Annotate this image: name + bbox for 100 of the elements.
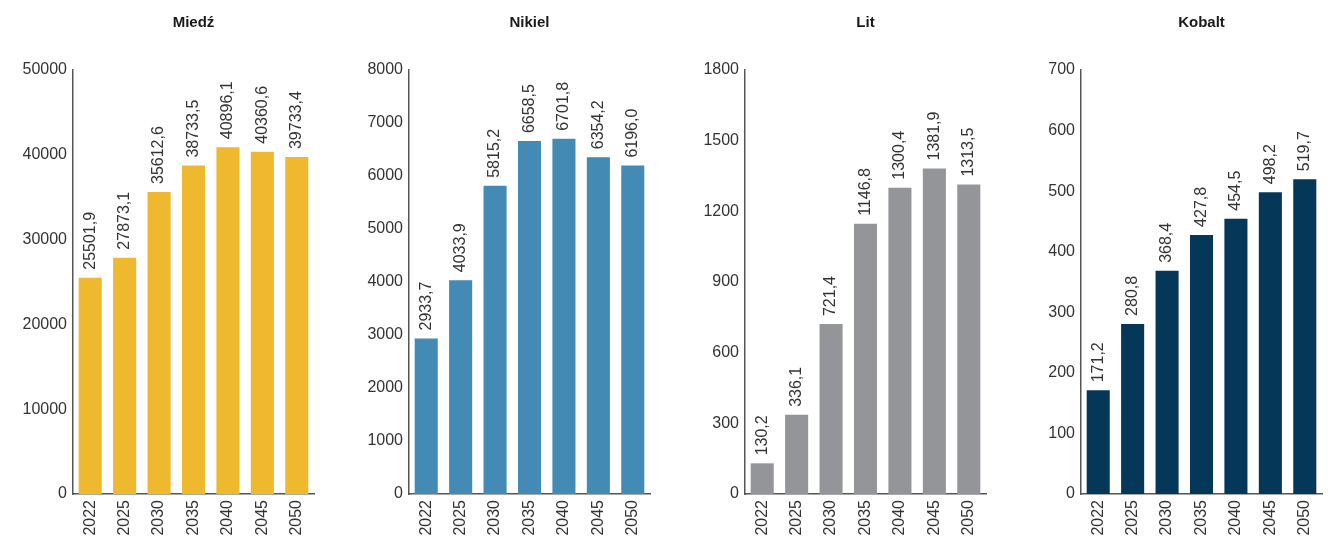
data-label: 6354,2 xyxy=(588,100,606,150)
data-label: 1313,5 xyxy=(959,127,977,177)
bar xyxy=(216,147,240,494)
bar xyxy=(483,185,507,494)
x-tick-label: 2022 xyxy=(80,499,98,536)
bar xyxy=(1086,390,1110,494)
y-tick-label: 8000 xyxy=(367,60,404,78)
data-label: 498,2 xyxy=(1260,144,1278,185)
x-tick-label: 2030 xyxy=(149,499,167,536)
y-tick-label: 5000 xyxy=(367,219,404,237)
x-tick-label: 2030 xyxy=(485,499,503,536)
x-tick-label: 2050 xyxy=(1295,499,1313,536)
bar xyxy=(586,157,610,494)
y-tick-label: 7000 xyxy=(367,113,404,131)
y-tick-label: 0 xyxy=(394,484,404,502)
bar xyxy=(853,223,878,494)
y-tick-label: 900 xyxy=(712,272,740,290)
x-tick-label: 2025 xyxy=(787,499,805,536)
y-tick-label: 1500 xyxy=(703,131,740,149)
bar xyxy=(1293,179,1317,494)
bar xyxy=(888,187,912,494)
x-tick-label: 2045 xyxy=(924,499,942,536)
chart-title: Kobalt xyxy=(1178,13,1225,31)
y-tick-label: 1200 xyxy=(703,201,740,219)
y-tick-label: 400 xyxy=(1048,242,1076,260)
y-tick-label: 10000 xyxy=(22,399,68,417)
bar xyxy=(957,184,981,494)
data-label: 6658,5 xyxy=(519,84,537,134)
x-tick-label: 2050 xyxy=(623,499,641,536)
bar xyxy=(1224,218,1248,494)
data-label: 2933,7 xyxy=(416,281,434,331)
y-tick-label: 300 xyxy=(1048,302,1076,320)
bar xyxy=(785,414,809,494)
y-tick-label: 40000 xyxy=(22,145,68,163)
x-tick-label: 2025 xyxy=(115,499,133,536)
x-tick-label: 2040 xyxy=(554,499,572,536)
data-label: 1300,4 xyxy=(890,130,908,180)
bar xyxy=(449,280,473,494)
data-label: 35612,6 xyxy=(149,126,167,185)
y-tick-label: 300 xyxy=(712,413,740,431)
y-tick-label: 0 xyxy=(1066,484,1076,502)
x-tick-label: 2025 xyxy=(451,499,469,536)
y-tick-label: 30000 xyxy=(22,230,68,248)
y-tick-label: 50000 xyxy=(22,60,68,78)
bar xyxy=(750,463,774,494)
x-tick-label: 2040 xyxy=(1226,499,1244,536)
x-tick-label: 2050 xyxy=(287,499,305,536)
data-label: 5815,2 xyxy=(485,128,503,178)
y-tick-label: 200 xyxy=(1048,363,1076,381)
bar xyxy=(147,192,171,494)
bar xyxy=(552,138,576,494)
y-tick-label: 3000 xyxy=(367,325,404,343)
chart-title: Miedź xyxy=(172,13,215,31)
data-label: 6701,8 xyxy=(554,81,572,131)
y-tick-label: 600 xyxy=(1048,120,1076,138)
y-tick-label: 2000 xyxy=(367,378,404,396)
x-tick-label: 2022 xyxy=(416,499,434,536)
y-tick-label: 600 xyxy=(712,343,740,361)
data-label: 130,2 xyxy=(752,415,770,456)
x-tick-label: 2035 xyxy=(855,499,873,536)
y-tick-label: 20000 xyxy=(22,314,68,332)
data-label: 519,7 xyxy=(1295,131,1313,172)
bar xyxy=(1189,234,1214,494)
data-label: 39733,4 xyxy=(287,91,305,150)
y-tick-label: 100 xyxy=(1048,423,1076,441)
data-label: 40896,1 xyxy=(218,81,236,140)
x-tick-label: 2035 xyxy=(1191,499,1209,536)
bar xyxy=(517,141,542,494)
x-tick-label: 2045 xyxy=(1260,499,1278,536)
x-tick-label: 2025 xyxy=(1123,499,1141,536)
bar xyxy=(1155,270,1179,494)
y-tick-label: 1800 xyxy=(703,60,740,78)
y-tick-label: 0 xyxy=(58,484,68,502)
x-tick-label: 2045 xyxy=(588,499,606,536)
data-label: 368,4 xyxy=(1157,222,1175,263)
data-label: 721,4 xyxy=(821,275,839,317)
data-label: 25501,9 xyxy=(80,211,98,270)
y-tick-label: 700 xyxy=(1048,60,1076,78)
data-label: 4033,9 xyxy=(451,223,469,273)
bar xyxy=(250,151,274,494)
x-tick-label: 2040 xyxy=(218,499,236,536)
x-tick-label: 2022 xyxy=(752,499,770,536)
data-label: 38733,5 xyxy=(183,99,201,158)
x-tick-label: 2035 xyxy=(519,499,537,536)
bar xyxy=(1121,323,1145,494)
x-tick-label: 2040 xyxy=(890,499,908,536)
data-label: 27873,1 xyxy=(115,191,133,250)
x-tick-label: 2030 xyxy=(821,499,839,536)
data-label: 336,1 xyxy=(787,366,805,407)
data-label: 427,8 xyxy=(1191,186,1209,227)
bar xyxy=(414,338,438,494)
bar xyxy=(819,324,843,494)
bar xyxy=(285,157,309,494)
bar xyxy=(621,165,645,494)
data-label: 1146,8 xyxy=(855,168,873,216)
data-label: 40360,6 xyxy=(252,85,270,144)
x-tick-label: 2030 xyxy=(1157,499,1175,536)
bar xyxy=(922,168,946,494)
bar xyxy=(113,257,137,494)
bar xyxy=(181,165,206,494)
